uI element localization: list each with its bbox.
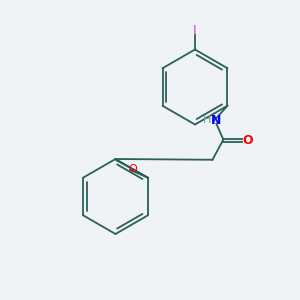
Text: O: O bbox=[129, 164, 137, 174]
Text: H: H bbox=[203, 115, 212, 125]
Text: N: N bbox=[211, 114, 222, 127]
Text: O: O bbox=[243, 134, 253, 147]
Text: I: I bbox=[193, 23, 197, 37]
